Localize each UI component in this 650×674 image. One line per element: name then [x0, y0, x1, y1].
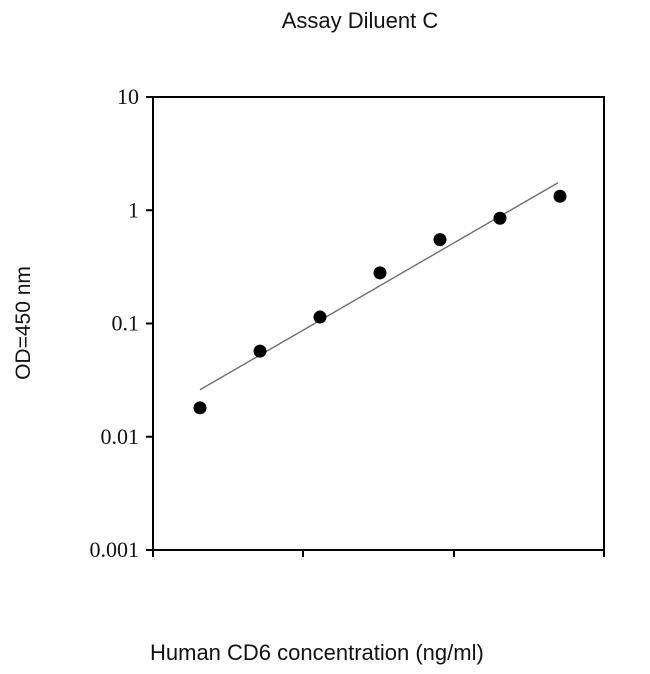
y-tick-label: 10 — [117, 84, 139, 109]
data-point — [193, 401, 207, 415]
data-point — [253, 344, 267, 358]
data-point — [553, 189, 567, 203]
data-point — [433, 233, 447, 247]
y-tick-label: 1 — [128, 197, 139, 222]
chart-title: Assay Diluent C — [281, 8, 439, 33]
data-point — [493, 211, 507, 225]
y-tick-label: 0.001 — [90, 537, 140, 562]
plot-frame — [152, 96, 605, 551]
data-point — [373, 266, 387, 280]
y-tick-label: 0.01 — [101, 424, 140, 449]
data-point — [313, 310, 327, 324]
x-axis-label: Human CD6 concentration (ng/ml) — [150, 640, 484, 665]
y-tick-label: 0.1 — [112, 311, 140, 336]
